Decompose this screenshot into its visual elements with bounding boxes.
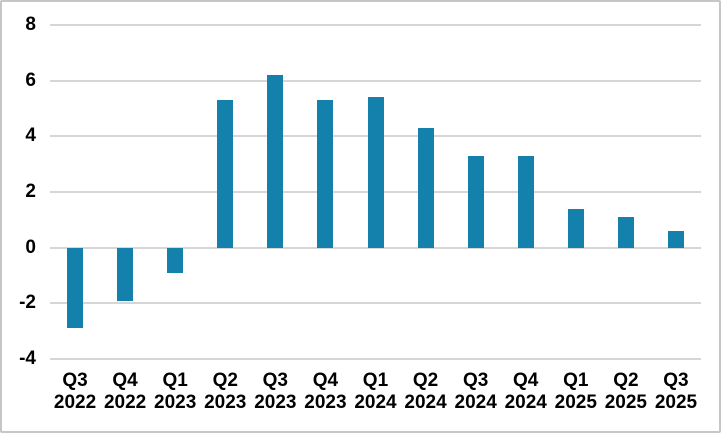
- bar: [67, 247, 84, 329]
- gridline: [50, 358, 701, 360]
- bar: [317, 100, 334, 248]
- x-tick-line: Q2: [412, 370, 439, 391]
- x-tick-line: 2023: [154, 392, 197, 413]
- y-axis-tick-label: 2: [25, 181, 36, 202]
- x-axis-tick-label: Q2 2025: [601, 370, 651, 414]
- bar: [167, 247, 184, 273]
- x-tick-line: 2025: [554, 392, 597, 413]
- bar: [617, 217, 634, 248]
- y-axis-tick-label: 6: [25, 69, 36, 91]
- x-axis-tick-label: Q3 2023: [250, 370, 300, 414]
- x-axis-tick-label: Q4 2022: [100, 370, 150, 414]
- x-tick-line: Q2: [613, 370, 639, 391]
- x-tick-line: 2024: [454, 392, 497, 413]
- x-axis-tick-label: Q3 2022: [50, 370, 100, 414]
- bar: [567, 208, 584, 248]
- x-axis-tick-label: Q4 2023: [300, 370, 350, 414]
- x-axis-tick-label: Q2 2023: [200, 370, 250, 414]
- x-tick-line: 2022: [53, 392, 97, 413]
- x-tick-line: Q4: [513, 370, 539, 391]
- x-tick-line: Q3: [262, 370, 288, 391]
- x-tick-line: Q3: [62, 370, 88, 391]
- x-tick-line: Q4: [312, 370, 339, 391]
- y-axis-tick-label: 4: [25, 125, 36, 147]
- gridline: [50, 246, 701, 249]
- x-axis-tick-label: Q4 2024: [501, 370, 551, 414]
- y-axis-tick-label: 0: [25, 236, 36, 258]
- y-axis-tick-label: -2: [19, 292, 36, 314]
- x-tick-line: 2024: [354, 392, 397, 413]
- bar: [467, 155, 484, 248]
- x-tick-line: 2023: [254, 392, 297, 413]
- bar: [417, 127, 434, 248]
- x-axis-tick-label: Q1 2024: [350, 370, 400, 414]
- x-tick-line: 2025: [654, 392, 698, 413]
- x-axis-tick-label: Q2 2024: [401, 370, 451, 414]
- x-axis-tick-label: Q1 2025: [551, 370, 601, 414]
- x-axis-tick-label: Q3 2025: [651, 370, 701, 414]
- y-axis-tick-label: 8: [25, 14, 36, 35]
- x-tick-line: Q3: [663, 370, 689, 391]
- x-tick-line: Q1: [162, 370, 188, 391]
- x-tick-line: Q1: [563, 370, 589, 391]
- bar: [217, 100, 234, 248]
- x-tick-line: Q3: [462, 370, 489, 391]
- y-axis-tick-label: -4: [19, 348, 36, 369]
- bar: [117, 247, 134, 301]
- x-tick-line: 2025: [604, 392, 648, 413]
- bar: [517, 155, 534, 248]
- x-tick-line: 2022: [103, 392, 147, 413]
- x-tick-line: Q2: [212, 370, 238, 391]
- bar: [267, 75, 284, 248]
- x-axis-tick-label: Q1 2023: [150, 370, 200, 414]
- x-axis-tick-label: Q3 2024: [451, 370, 501, 414]
- x-tick-line: 2023: [204, 392, 247, 413]
- x-tick-line: 2024: [504, 392, 547, 413]
- x-tick-line: Q4: [112, 370, 138, 391]
- gridline: [50, 79, 701, 82]
- x-tick-line: 2023: [304, 392, 347, 413]
- bar: [367, 97, 384, 248]
- x-tick-line: Q1: [362, 370, 389, 391]
- gridline: [50, 24, 701, 26]
- x-tick-line: 2024: [404, 392, 447, 413]
- gridline: [50, 302, 701, 305]
- bar: [667, 230, 684, 248]
